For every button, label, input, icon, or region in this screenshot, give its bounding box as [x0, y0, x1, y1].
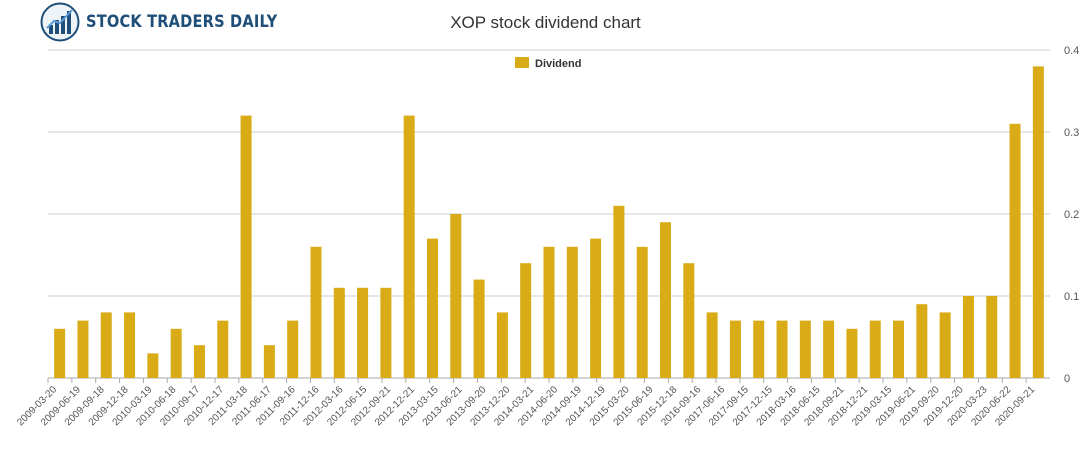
y-tick-label: 0.1	[1064, 291, 1079, 303]
dividend-bar	[823, 320, 835, 378]
dividend-bar	[496, 312, 508, 378]
dividend-bar	[660, 222, 672, 378]
bar-chart-globe-logo-icon	[40, 2, 80, 42]
brand-name: STOCK TRADERS DAILY	[86, 12, 278, 32]
dividend-bar	[217, 320, 229, 378]
y-tick-label: 0	[1064, 373, 1070, 385]
dividend-bar	[613, 205, 625, 378]
dividend-bar	[333, 287, 345, 378]
dividend-bar	[473, 279, 485, 378]
dividend-bar	[380, 287, 392, 378]
bars	[54, 66, 1044, 379]
brand-logo: STOCK TRADERS DAILY	[40, 2, 309, 42]
dividend-bar	[287, 320, 299, 378]
dividend-bar	[54, 328, 66, 378]
dividend-bar	[776, 320, 788, 378]
dividend-bar	[426, 238, 438, 378]
dividend-bar	[986, 296, 998, 378]
dividend-bar	[240, 115, 252, 378]
dividend-bar	[1009, 123, 1021, 378]
dividend-bar	[310, 246, 322, 378]
dividend-bar	[357, 287, 369, 378]
dividend-bar	[939, 312, 951, 378]
dividend-bar	[193, 345, 205, 378]
dividend-bar	[753, 320, 765, 378]
dividend-bar	[1032, 66, 1044, 379]
dividend-bar	[77, 320, 89, 378]
dividend-bar	[706, 312, 718, 378]
dividend-bar	[869, 320, 881, 378]
dividend-bar	[263, 345, 275, 378]
chart-title: XOP stock dividend chart	[450, 13, 641, 32]
x-axis: 2009-03-202009-06-192009-09-182009-12-18…	[15, 378, 1038, 428]
dividend-bar	[124, 312, 136, 378]
dividend-bar	[403, 115, 415, 378]
y-tick-label: 0.3	[1064, 127, 1079, 139]
dividend-bar	[566, 246, 578, 378]
dividend-bar	[683, 263, 695, 378]
y-axis: 0 0.1 0.2 0.3 0.4	[1064, 45, 1079, 385]
dividend-bar	[729, 320, 741, 378]
dividend-bar	[170, 328, 182, 378]
dividend-bar	[846, 328, 858, 378]
dividend-bar	[100, 312, 112, 378]
dividend-bar	[799, 320, 811, 378]
legend: Dividend	[515, 57, 581, 70]
legend-swatch	[515, 57, 529, 68]
dividend-bar	[893, 320, 905, 378]
dividend-bar	[520, 263, 532, 378]
dividend-bar	[147, 353, 159, 378]
dividend-bar	[916, 304, 928, 378]
y-tick-label: 0.4	[1064, 45, 1079, 57]
dividend-bar	[636, 246, 648, 378]
dividend-bar	[543, 246, 555, 378]
y-tick-label: 0.2	[1064, 209, 1079, 221]
dividend-bar	[962, 296, 974, 378]
dividend-bar	[450, 214, 462, 378]
dividend-bar	[590, 238, 602, 378]
legend-label: Dividend	[535, 58, 581, 70]
